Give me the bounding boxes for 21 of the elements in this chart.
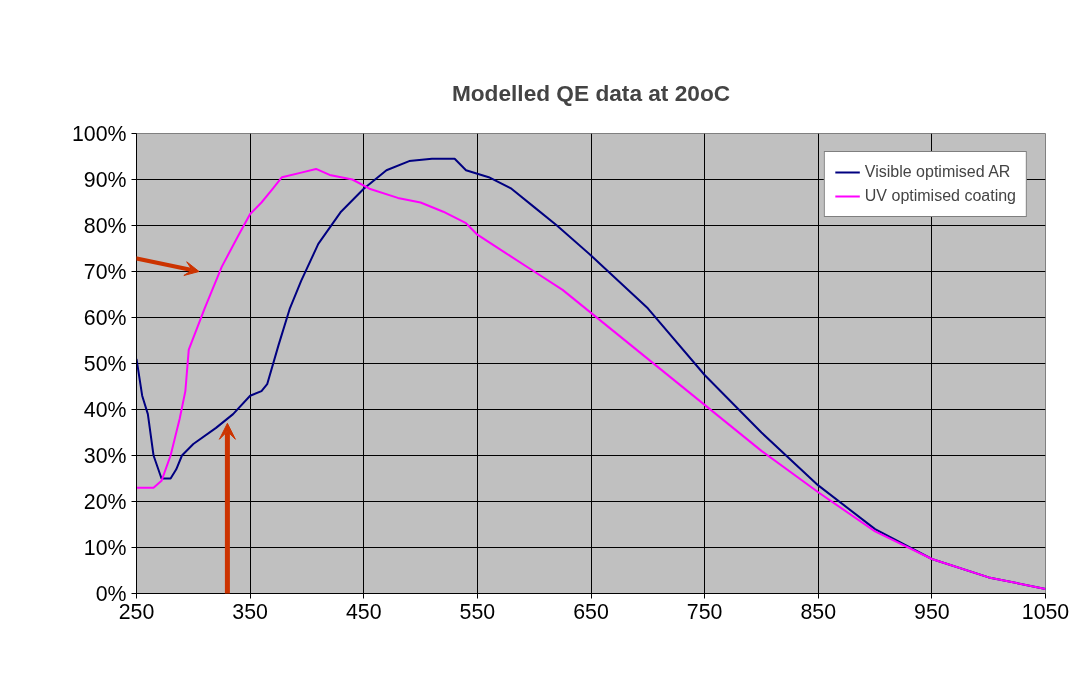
y-tick-label: 50% xyxy=(83,351,127,376)
y-tick-label: 90% xyxy=(83,167,127,192)
x-tick-label: 650 xyxy=(573,599,609,624)
y-tick-label: 30% xyxy=(83,443,127,468)
x-tick-label: 350 xyxy=(232,599,269,624)
x-tick-label: 750 xyxy=(686,599,723,624)
x-tick-label: 550 xyxy=(459,599,496,624)
chart-title: Modelled QE data at 20oC xyxy=(451,80,731,106)
x-tick-label: 1050 xyxy=(1021,599,1070,624)
y-tick-label: 10% xyxy=(83,535,127,560)
y-tick-label: 100% xyxy=(71,121,127,146)
legend-label: Visible optimised AR xyxy=(864,163,1011,181)
y-tick-label: 60% xyxy=(83,305,127,330)
x-tick-label: 450 xyxy=(345,599,382,624)
x-tick-label: 950 xyxy=(914,599,950,624)
legend-label: UV optimised coating xyxy=(864,187,1016,205)
x-tick-label: 850 xyxy=(800,599,837,624)
y-tick-label: 20% xyxy=(83,489,127,514)
y-tick-label: 80% xyxy=(83,213,127,238)
y-tick-label: 70% xyxy=(83,259,127,284)
y-tick-label: 40% xyxy=(83,397,127,422)
